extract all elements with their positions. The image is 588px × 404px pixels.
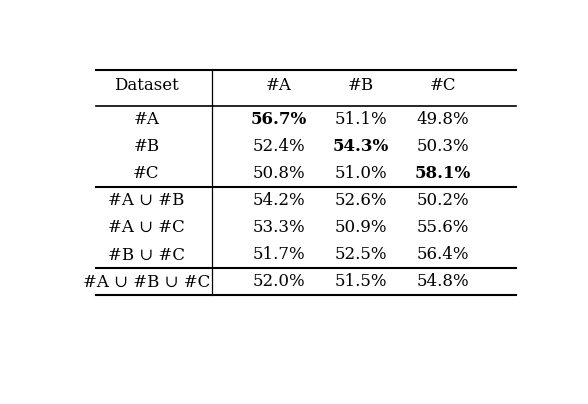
Text: 52.6%: 52.6% <box>335 192 387 209</box>
Text: Dataset: Dataset <box>114 77 179 94</box>
Text: #C: #C <box>429 77 456 94</box>
Text: #A ∪ #B ∪ #C: #A ∪ #B ∪ #C <box>83 274 210 290</box>
Text: 56.4%: 56.4% <box>416 246 469 263</box>
Text: #A ∪ #C: #A ∪ #C <box>108 219 185 236</box>
Text: 52.4%: 52.4% <box>252 138 305 155</box>
Text: 50.3%: 50.3% <box>416 138 469 155</box>
Text: 52.5%: 52.5% <box>335 246 387 263</box>
Text: 52.0%: 52.0% <box>252 274 305 290</box>
Text: 54.8%: 54.8% <box>416 274 469 290</box>
Text: 53.3%: 53.3% <box>252 219 305 236</box>
Text: 58.1%: 58.1% <box>415 165 471 182</box>
Text: #B: #B <box>348 77 373 94</box>
Text: 51.5%: 51.5% <box>335 274 387 290</box>
Text: 54.3%: 54.3% <box>332 138 389 155</box>
Text: #B ∪ #C: #B ∪ #C <box>108 246 185 263</box>
Text: #B: #B <box>133 138 159 155</box>
Text: #A ∪ #B: #A ∪ #B <box>108 192 185 209</box>
Text: 50.2%: 50.2% <box>416 192 469 209</box>
Text: 55.6%: 55.6% <box>416 219 469 236</box>
Text: 51.1%: 51.1% <box>335 111 387 128</box>
Text: 50.9%: 50.9% <box>335 219 387 236</box>
Text: 54.2%: 54.2% <box>252 192 305 209</box>
Text: #C: #C <box>133 165 160 182</box>
Text: 51.0%: 51.0% <box>335 165 387 182</box>
Text: 50.8%: 50.8% <box>252 165 305 182</box>
Text: 49.8%: 49.8% <box>416 111 469 128</box>
Text: 51.7%: 51.7% <box>252 246 305 263</box>
Text: #A: #A <box>266 77 292 94</box>
Text: #A: #A <box>133 111 159 128</box>
Text: 56.7%: 56.7% <box>250 111 307 128</box>
